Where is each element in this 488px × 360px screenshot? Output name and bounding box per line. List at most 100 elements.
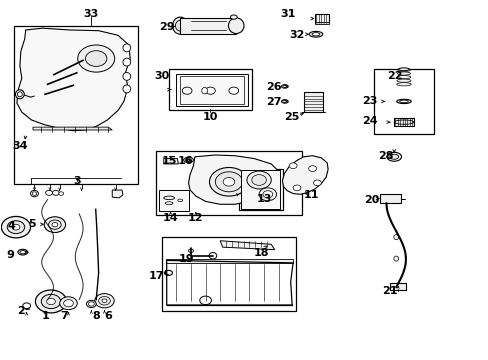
- Bar: [240, 170, 280, 209]
- Text: 17: 17: [148, 271, 163, 282]
- Text: 29: 29: [159, 22, 174, 32]
- Ellipse shape: [393, 235, 398, 240]
- Ellipse shape: [396, 99, 410, 104]
- Text: 19: 19: [178, 254, 194, 264]
- Ellipse shape: [228, 18, 244, 33]
- Ellipse shape: [201, 87, 207, 94]
- Ellipse shape: [172, 17, 188, 34]
- Text: 9: 9: [6, 250, 14, 260]
- Ellipse shape: [165, 202, 173, 204]
- Ellipse shape: [183, 157, 193, 163]
- Ellipse shape: [163, 196, 174, 200]
- Circle shape: [205, 87, 215, 94]
- Bar: [180, 18, 236, 33]
- Text: 21: 21: [382, 287, 397, 296]
- Text: 28: 28: [377, 151, 392, 161]
- Ellipse shape: [122, 85, 130, 93]
- Ellipse shape: [308, 31, 322, 37]
- Ellipse shape: [185, 158, 191, 162]
- Circle shape: [263, 191, 272, 198]
- Text: 24: 24: [362, 116, 377, 126]
- Text: 18: 18: [253, 248, 269, 258]
- Text: 16: 16: [177, 157, 193, 166]
- Bar: [180, 76, 243, 104]
- Text: 3: 3: [73, 176, 81, 186]
- Text: 4: 4: [7, 221, 15, 231]
- Text: 15: 15: [161, 157, 177, 166]
- Ellipse shape: [122, 72, 130, 80]
- Circle shape: [46, 298, 55, 305]
- Circle shape: [52, 190, 59, 195]
- Bar: [169, 68, 251, 111]
- Ellipse shape: [18, 92, 22, 97]
- Bar: [373, 69, 433, 134]
- Text: 6: 6: [104, 311, 112, 321]
- Circle shape: [182, 87, 192, 94]
- Ellipse shape: [396, 83, 410, 86]
- Text: 14: 14: [163, 212, 178, 222]
- Circle shape: [99, 296, 110, 305]
- Circle shape: [200, 296, 211, 305]
- Ellipse shape: [122, 44, 130, 52]
- Circle shape: [102, 299, 107, 302]
- Circle shape: [308, 166, 316, 171]
- Text: 1: 1: [41, 311, 49, 321]
- Ellipse shape: [230, 15, 237, 19]
- Ellipse shape: [283, 100, 286, 103]
- Ellipse shape: [399, 100, 407, 103]
- Circle shape: [78, 45, 115, 72]
- Ellipse shape: [397, 68, 409, 72]
- Ellipse shape: [178, 199, 183, 202]
- Ellipse shape: [18, 249, 28, 255]
- Ellipse shape: [208, 252, 216, 259]
- Circle shape: [228, 87, 238, 94]
- Ellipse shape: [281, 100, 287, 103]
- Circle shape: [59, 192, 63, 195]
- Bar: [303, 93, 323, 112]
- Ellipse shape: [32, 192, 37, 195]
- Circle shape: [41, 294, 61, 309]
- Ellipse shape: [281, 85, 287, 88]
- Polygon shape: [163, 158, 178, 164]
- Ellipse shape: [386, 152, 401, 161]
- Circle shape: [86, 300, 96, 307]
- Text: 11: 11: [303, 190, 319, 200]
- Text: 26: 26: [265, 82, 281, 92]
- Text: 5: 5: [28, 219, 36, 229]
- Circle shape: [48, 220, 61, 229]
- Circle shape: [60, 297, 77, 310]
- Ellipse shape: [311, 33, 319, 36]
- Text: 7: 7: [61, 311, 68, 321]
- Text: 8: 8: [92, 311, 100, 321]
- Text: 22: 22: [386, 71, 402, 81]
- Circle shape: [313, 180, 321, 186]
- Text: 33: 33: [83, 9, 99, 19]
- Ellipse shape: [188, 249, 193, 252]
- Ellipse shape: [283, 85, 286, 87]
- Ellipse shape: [393, 256, 398, 261]
- Ellipse shape: [175, 20, 185, 31]
- Ellipse shape: [164, 270, 172, 275]
- Bar: [159, 190, 189, 211]
- Bar: [379, 194, 400, 203]
- Circle shape: [246, 171, 271, 189]
- Ellipse shape: [389, 154, 398, 159]
- Circle shape: [35, 290, 66, 313]
- Circle shape: [288, 163, 296, 168]
- Bar: [14, 26, 137, 184]
- Ellipse shape: [396, 76, 410, 79]
- Polygon shape: [112, 190, 122, 198]
- Bar: [314, 22, 328, 23]
- Bar: [389, 283, 405, 290]
- Text: 20: 20: [364, 195, 379, 204]
- Ellipse shape: [30, 190, 38, 197]
- Text: 10: 10: [203, 112, 218, 122]
- Circle shape: [45, 190, 52, 195]
- Text: 31: 31: [280, 9, 295, 19]
- Text: 25: 25: [284, 112, 299, 122]
- Circle shape: [85, 51, 107, 66]
- Circle shape: [7, 221, 25, 234]
- Text: 2: 2: [17, 306, 25, 316]
- Circle shape: [12, 224, 20, 230]
- Text: 32: 32: [289, 30, 304, 40]
